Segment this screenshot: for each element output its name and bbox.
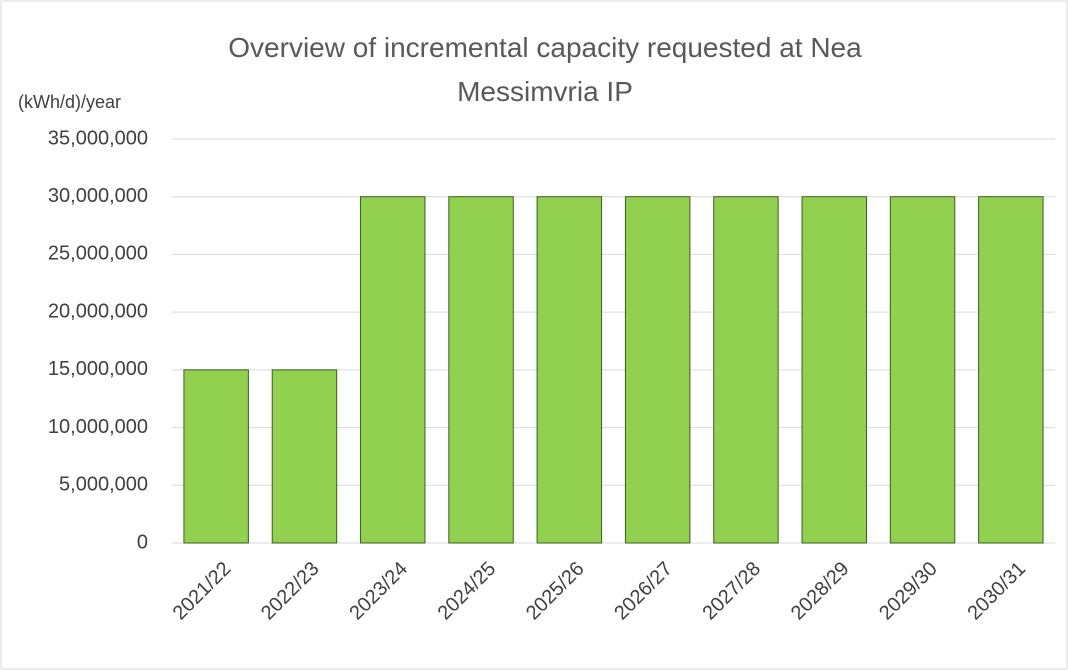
bar (978, 196, 1044, 544)
bar (624, 196, 691, 544)
x-tick-label: 2030/31 (963, 558, 1030, 625)
y-tick-label: 5,000,000 (59, 474, 148, 496)
x-tick-label: 2029/30 (875, 558, 942, 625)
chart-title: Overview of incremental capacity request… (228, 32, 862, 107)
y-tick-label: 0 (137, 531, 148, 553)
bar (448, 196, 514, 544)
bar (801, 196, 867, 544)
bar (713, 196, 779, 544)
y-tick-label: 10,000,000 (48, 416, 148, 438)
y-tick-label: 35,000,000 (48, 127, 148, 149)
bar (183, 369, 249, 544)
x-tick-label: 2023/24 (345, 558, 412, 625)
x-tick-label: 2025/26 (522, 558, 589, 625)
bar (536, 196, 603, 544)
bar (889, 196, 956, 544)
y-tick-label: 25,000,000 (48, 243, 148, 265)
bar (271, 369, 338, 544)
x-tick-label: 2028/29 (787, 558, 854, 625)
x-tick-label: 2027/28 (699, 558, 766, 625)
x-tick-label: 2026/27 (610, 558, 677, 625)
x-tick-label: 2021/22 (169, 558, 236, 625)
y-tick-label: 20,000,000 (48, 300, 148, 322)
x-tick-label: 2022/23 (257, 558, 324, 625)
y-tick-label: 30,000,000 (48, 185, 148, 207)
x-tick-label: 2024/25 (434, 558, 501, 625)
bar (360, 196, 426, 544)
y-axis-label: (kWh/d)/year (18, 92, 121, 112)
y-tick-label: 15,000,000 (48, 358, 148, 380)
